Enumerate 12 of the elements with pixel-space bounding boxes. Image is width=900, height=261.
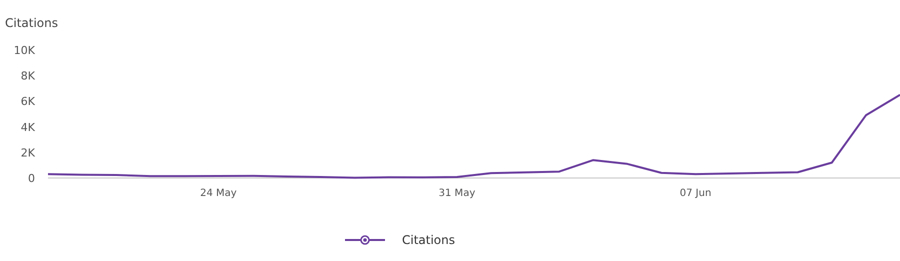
y-tick-label: 4K (20, 120, 36, 134)
legend-label: Citations (402, 233, 456, 247)
y-tick-label: 0 (28, 172, 35, 185)
y-tick-label: 8K (20, 70, 36, 83)
x-tick-label: 24 May (200, 188, 237, 199)
y-tick-label: 2K (20, 146, 36, 160)
x-tick-label: 07 Jun (680, 188, 712, 199)
line-series (47, 94, 900, 179)
y-tick-label: 10K (14, 44, 36, 57)
y-tick-label: 6K (20, 95, 36, 108)
y-axis-title: Citations (5, 16, 58, 30)
x-tick-label: 31 May (438, 188, 476, 199)
